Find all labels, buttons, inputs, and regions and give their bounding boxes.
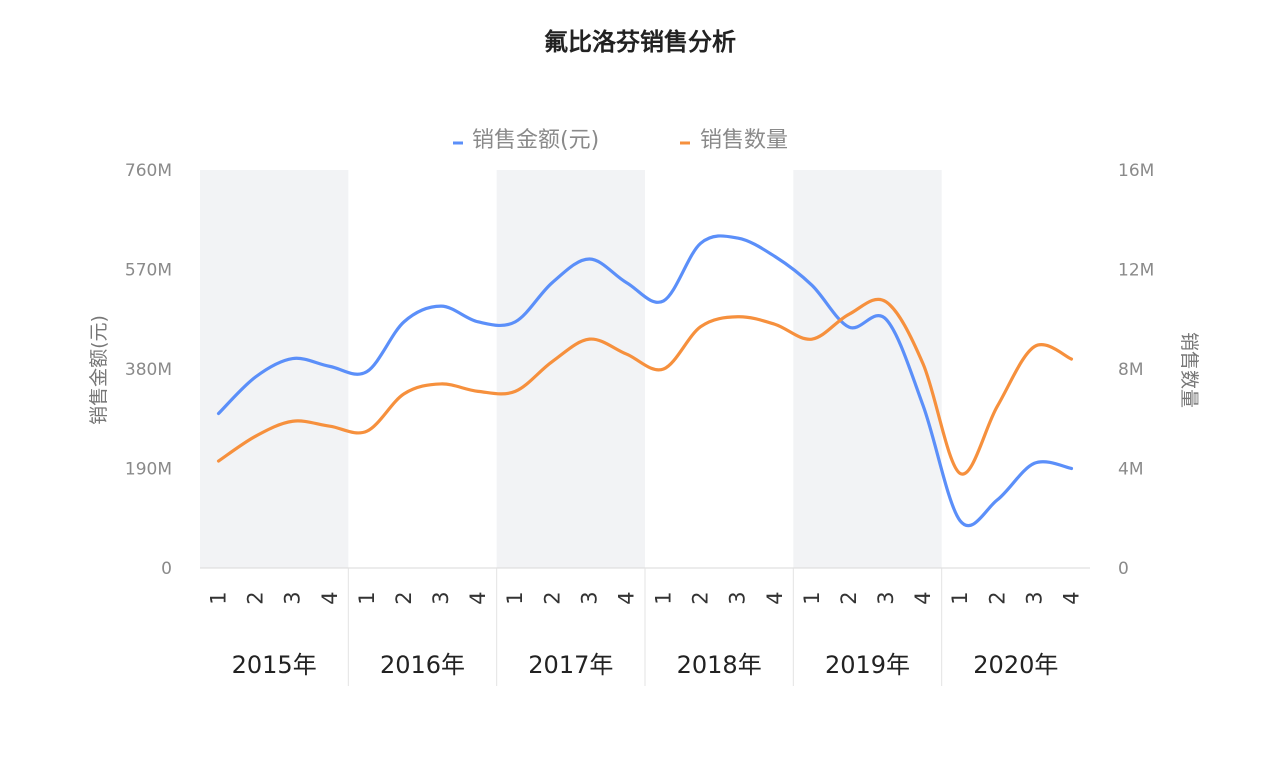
x-tick-label-quarter: 2 [540, 591, 564, 604]
series-line-amount [216, 234, 1074, 528]
x-tick-label-quarter: 3 [726, 591, 750, 604]
y-axis-right-title: 销售数量 [1178, 332, 1200, 408]
y-axis-left-title: 销售金额(元) [88, 315, 110, 425]
y-left-tick-label: 570M [125, 261, 172, 281]
y-left-tick-label: 760M [125, 161, 172, 181]
x-tick-label-quarter: 4 [1059, 591, 1083, 604]
series-lines [216, 234, 1074, 528]
y-left-tick-label: 380M [125, 360, 172, 380]
x-tick-label-quarter: 4 [614, 591, 638, 604]
legend-item-quantity[interactable]: 销售数量 [680, 128, 788, 153]
y-right-tick-label: 4M [1118, 460, 1143, 480]
year-bands [200, 170, 942, 568]
y-left-tick-label: 190M [125, 460, 172, 480]
y-right-tick-label: 8M [1118, 360, 1143, 380]
x-tick-label-quarter: 3 [429, 591, 453, 604]
chart-title: 氟比洛芬销售分析 [544, 28, 736, 56]
year-band [200, 170, 349, 568]
x-tick-label-quarter: 1 [652, 591, 676, 604]
y-right-tick-label: 16M [1118, 161, 1154, 181]
x-tick-label-year: 2015年 [232, 651, 317, 679]
x-tick-label-quarter: 3 [577, 591, 601, 604]
x-tick-label-year: 2017年 [528, 651, 613, 679]
y-axis-right: 0 4M 8M 12M 16M [1118, 161, 1154, 579]
x-tick-label-quarter: 3 [1022, 591, 1046, 604]
x-tick-label-quarter: 1 [207, 591, 231, 604]
year-band [793, 170, 942, 568]
x-tick-label-quarter: 1 [948, 591, 972, 604]
x-tick-label-quarter: 4 [318, 591, 342, 604]
x-tick-label-quarter: 1 [355, 591, 379, 604]
x-tick-label-quarter: 2 [689, 591, 713, 604]
x-tick-label-quarter: 2 [244, 591, 268, 604]
legend-label-amount: 销售金额(元) [472, 128, 599, 153]
x-tick-label-quarter: 1 [800, 591, 824, 604]
x-tick-label-quarter: 4 [911, 591, 935, 604]
x-tick-label-quarter: 2 [985, 591, 1009, 604]
x-tick-label-quarter: 2 [837, 591, 861, 604]
x-tick-label-year: 2016年 [380, 651, 465, 679]
x-tick-label-year: 2019年 [825, 651, 910, 679]
x-tick-label-year: 2018年 [677, 651, 762, 679]
x-tick-label-quarter: 3 [874, 591, 898, 604]
x-tick-label-quarter: 4 [763, 591, 787, 604]
y-right-tick-label: 12M [1118, 261, 1154, 281]
x-tick-label-year: 2020年 [973, 651, 1058, 679]
series-line-quantity [216, 297, 1074, 476]
legend-item-amount[interactable]: 销售金额(元) [453, 128, 599, 153]
y-left-tick-label: 0 [161, 559, 172, 579]
legend-label-quantity: 销售数量 [700, 128, 788, 153]
x-axis-baseline [200, 567, 1090, 686]
x-tick-label-quarter: 2 [392, 591, 416, 604]
y-right-tick-label: 0 [1118, 559, 1129, 579]
legend: 销售金额(元) 销售数量 [453, 128, 788, 153]
y-axis-left: 0 190M 380M 570M 760M [125, 161, 172, 579]
year-band [496, 170, 645, 568]
x-tick-label-quarter: 1 [503, 591, 527, 604]
x-tick-label-quarter: 3 [281, 591, 305, 604]
x-tick-label-quarter: 4 [466, 591, 490, 604]
